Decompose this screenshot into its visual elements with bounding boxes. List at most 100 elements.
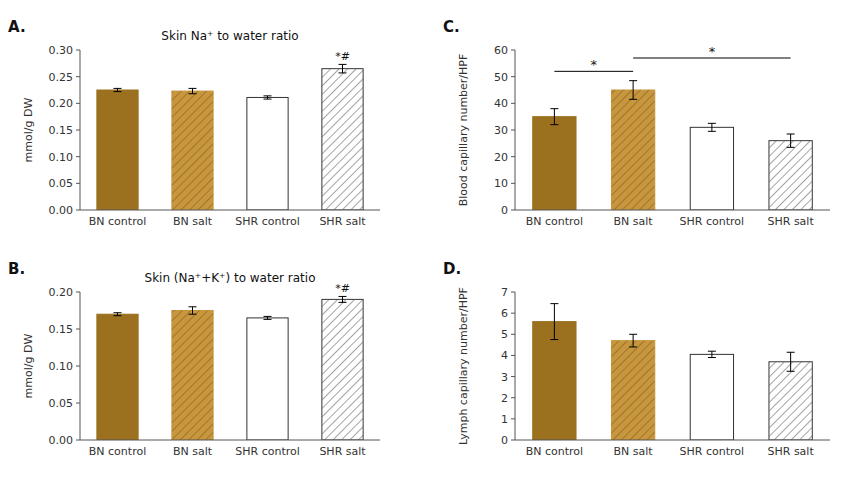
bar-hatch — [769, 141, 812, 210]
error-cap — [114, 312, 122, 313]
panel: 0102030405060BN controlBN saltSHR contro… — [443, 18, 830, 228]
x-tick-label: BN salt — [173, 215, 213, 228]
error-cap — [189, 93, 197, 94]
y-axis-label: Lymph capillary number/HPF — [457, 287, 470, 445]
y-tick — [511, 183, 515, 184]
x-tick-label: SHR salt — [319, 215, 366, 228]
bar — [322, 299, 363, 440]
y-tick — [511, 376, 515, 377]
y-tick-label: 0.20 — [49, 97, 74, 110]
x-tick-label: BN control — [89, 215, 146, 228]
x-axis — [80, 440, 380, 441]
error-cap — [189, 88, 197, 89]
bar-hatch — [611, 90, 654, 210]
y-tick-label: 0 — [501, 204, 508, 217]
error-stem — [711, 351, 712, 357]
error-stem — [790, 352, 791, 371]
bar — [97, 314, 138, 440]
bar — [769, 141, 812, 210]
error-cap — [787, 147, 795, 148]
y-tick-label: 50 — [494, 71, 508, 84]
error-cap — [339, 296, 347, 297]
y-tick-label: 0 — [501, 434, 508, 447]
y-tick-label: 1 — [501, 413, 508, 426]
y-tick — [76, 76, 80, 77]
y-tick — [76, 156, 80, 157]
error-bar — [550, 109, 558, 125]
x-tick-label: BN control — [526, 215, 583, 228]
y-axis — [515, 50, 516, 210]
panel-label: C. — [443, 18, 460, 36]
y-tick — [76, 103, 80, 104]
error-stem — [790, 134, 791, 147]
y-tick — [76, 130, 80, 131]
y-tick — [511, 292, 515, 293]
error-stem — [633, 81, 634, 100]
error-bar — [339, 296, 347, 302]
bar — [533, 322, 576, 440]
panel: 01234567BN controlBN saltSHR controlSHR … — [443, 260, 830, 458]
y-tick-label: 10 — [494, 177, 508, 190]
y-tick — [511, 210, 515, 211]
bars — [97, 296, 363, 440]
x-tick-label: BN control — [526, 445, 583, 458]
y-tick-label: 20 — [494, 151, 508, 164]
y-axis — [515, 292, 516, 440]
y-axis — [80, 292, 81, 440]
error-cap — [264, 95, 272, 96]
y-tick-label: 60 — [494, 44, 508, 57]
x-tick-label: SHR control — [235, 445, 300, 458]
y-tick — [511, 334, 515, 335]
error-cap — [550, 124, 558, 125]
y-tick-label: 0.00 — [49, 434, 74, 447]
y-tick-label: 0.05 — [49, 177, 74, 190]
y-tick-label: 40 — [494, 97, 508, 110]
error-cap — [339, 64, 347, 65]
error-cap — [264, 316, 272, 317]
y-tick — [511, 103, 515, 104]
bar — [533, 117, 576, 210]
y-tick-label: 6 — [501, 307, 508, 320]
x-axis — [515, 440, 830, 441]
panel-label: A. — [8, 18, 26, 36]
bar — [172, 91, 213, 210]
bar-hatch — [769, 362, 812, 440]
y-tick — [511, 440, 515, 441]
bar — [769, 362, 812, 440]
error-cap — [550, 108, 558, 109]
error-cap — [708, 131, 716, 132]
y-tick — [76, 366, 80, 367]
error-bar — [787, 134, 795, 147]
y-tick — [76, 403, 80, 404]
error-cap — [189, 306, 197, 307]
y-tick — [76, 50, 80, 51]
error-bar — [339, 64, 347, 73]
bars — [533, 81, 813, 210]
y-tick-label: 2 — [501, 392, 508, 405]
error-cap — [629, 334, 637, 335]
bar — [322, 69, 363, 210]
y-axis — [80, 50, 81, 210]
y-tick-label: 30 — [494, 124, 508, 137]
bars — [97, 64, 363, 210]
y-tick — [511, 355, 515, 356]
x-tick-label: BN salt — [614, 445, 654, 458]
x-tick-label: SHR salt — [768, 445, 815, 458]
error-bar — [708, 351, 716, 357]
y-tick — [76, 329, 80, 330]
y-tick-label: 0.10 — [49, 151, 74, 164]
error-cap — [787, 134, 795, 135]
error-stem — [192, 88, 193, 93]
x-tick-label: BN control — [89, 445, 146, 458]
y-tick-label: 4 — [501, 349, 508, 362]
error-cap — [708, 123, 716, 124]
error-cap — [339, 302, 347, 303]
error-bar — [264, 316, 272, 319]
error-cap — [114, 315, 122, 316]
y-tick-label: 0.00 — [49, 204, 74, 217]
bar — [97, 90, 138, 210]
error-cap — [550, 303, 558, 304]
bar — [690, 127, 733, 210]
bar — [247, 97, 288, 210]
error-bar — [629, 334, 637, 347]
